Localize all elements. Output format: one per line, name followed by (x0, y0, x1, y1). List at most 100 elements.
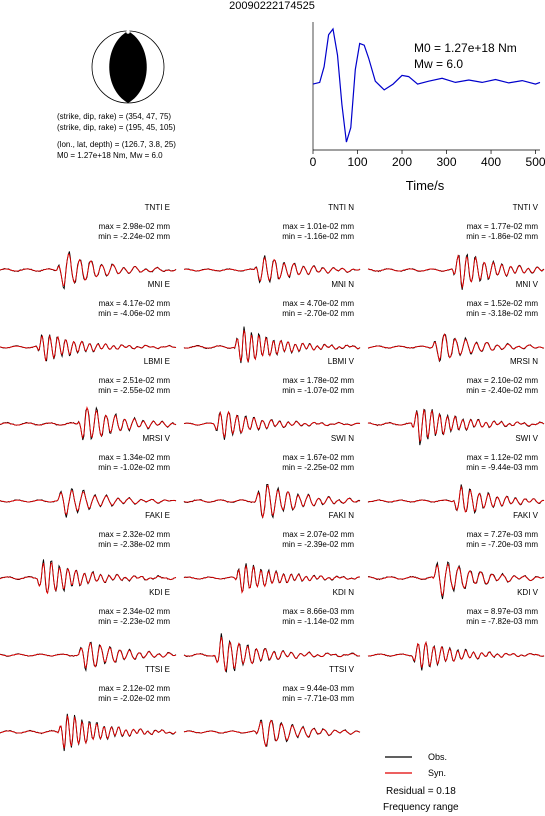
stf-tick-label: 500 (526, 155, 545, 169)
stf-xlabel: Time/s (406, 178, 445, 193)
max-amplitude-label: max = 1.77e-02 mm (467, 222, 539, 231)
mechanism-plane1: (strike, dip, rake) = (354, 47, 75) (57, 112, 171, 121)
min-amplitude-label: min = -2.02e-02 mm (98, 694, 170, 703)
legend-residual: Residual = 0.18 (386, 786, 456, 797)
min-amplitude-label: min = -3.18e-02 mm (466, 309, 538, 318)
max-amplitude-label: max = 9.44e-03 mm (283, 684, 355, 693)
min-amplitude-label: min = -1.16e-02 mm (282, 232, 354, 241)
station-label: TTSI V (329, 665, 355, 674)
station-label: MRSI N (510, 357, 538, 366)
min-amplitude-label: min = -1.14e-02 mm (282, 617, 354, 626)
synthetic-trace (183, 256, 361, 282)
min-amplitude-label: min = -2.40e-02 mm (466, 386, 538, 395)
min-amplitude-label: min = -2.55e-02 mm (98, 386, 170, 395)
synthetic-trace (183, 410, 360, 439)
max-amplitude-label: max = 2.34e-02 mm (99, 607, 171, 616)
station-label: LBMI V (328, 357, 355, 366)
min-amplitude-label: min = -1.02e-02 mm (98, 463, 170, 472)
synthetic-trace (183, 719, 361, 748)
min-amplitude-label: min = -7.71e-03 mm (282, 694, 354, 703)
station-label: TTSI E (145, 665, 170, 674)
stf-tick-label: 100 (347, 155, 367, 169)
event-title: 20090222174525 (229, 0, 315, 12)
synthetic-trace (0, 715, 177, 749)
legend: Obs. Syn. Residual = 0.18 Frequency rang… (383, 752, 459, 813)
max-amplitude-label: max = 2.10e-02 mm (467, 376, 539, 385)
min-amplitude-label: min = -9.44e-03 mm (466, 463, 538, 472)
max-amplitude-label: max = 2.98e-02 mm (99, 222, 171, 231)
station-label: KDI E (149, 588, 170, 597)
synthetic-trace (183, 636, 360, 672)
stf-m0-label: M0 = 1.27e+18 Nm (414, 41, 517, 55)
max-amplitude-label: max = 2.32e-02 mm (99, 530, 171, 539)
station-label: TNTI V (513, 203, 539, 212)
station-label: FAKI V (513, 511, 539, 520)
max-amplitude-label: max = 1.12e-02 mm (467, 453, 539, 462)
station-label: MRSI V (142, 434, 170, 443)
synthetic-trace (183, 330, 361, 363)
station-label: FAKI N (329, 511, 355, 520)
station-label: KDI N (333, 588, 355, 597)
synthetic-trace (367, 485, 545, 513)
max-amplitude-label: max = 1.67e-02 mm (283, 453, 355, 462)
beachball (91, 30, 165, 104)
max-amplitude-label: max = 2.51e-02 mm (99, 376, 171, 385)
station-label: MNI N (331, 280, 354, 289)
max-amplitude-label: max = 4.70e-02 mm (283, 299, 355, 308)
source-time-function-plot: 0 100 200 300 400 500 M0 = 1.27e+18 Nm Mw = 6… (310, 22, 545, 193)
min-amplitude-label: min = -7.20e-03 mm (466, 540, 538, 549)
beachball-compressional-quadrant (109, 31, 147, 103)
min-amplitude-label: min = -2.25e-02 mm (282, 463, 354, 472)
stf-series-line (312, 27, 541, 143)
min-amplitude-label: min = -1.07e-02 mm (282, 386, 354, 395)
min-amplitude-label: min = -7.82e-03 mm (466, 617, 538, 626)
stf-tick-label: 200 (392, 155, 412, 169)
stf-ticks: 0 100 200 300 400 500 (310, 150, 545, 169)
synthetic-trace (368, 563, 545, 597)
synthetic-trace (0, 334, 176, 362)
max-amplitude-label: max = 8.97e-03 mm (467, 607, 539, 616)
synthetic-trace (0, 641, 177, 670)
synthetic-trace (0, 489, 177, 516)
max-amplitude-label: max = 8.66e-03 mm (283, 607, 355, 616)
min-amplitude-label: min = -2.70e-02 mm (282, 309, 354, 318)
p-axis-marker (126, 30, 130, 34)
stf-tick-label: 400 (481, 155, 501, 169)
synthetic-trace (368, 641, 545, 668)
station-label: MNI E (148, 280, 170, 289)
station-label: SWI V (515, 434, 538, 443)
legend-obs-label: Obs. (428, 752, 447, 762)
synthetic-trace (0, 561, 177, 595)
min-amplitude-label: min = -2.24e-02 mm (98, 232, 170, 241)
legend-frequency: Frequency range (383, 802, 459, 813)
mechanism-location: (lon., lat, depth) = (126.7, 3.8, 25) (57, 140, 176, 149)
min-amplitude-label: min = -1.86e-02 mm (466, 232, 538, 241)
max-amplitude-label: max = 7.27e-03 mm (467, 530, 539, 539)
synthetic-trace (367, 409, 545, 442)
synthetic-trace (0, 253, 177, 287)
synthetic-trace (367, 254, 545, 289)
max-amplitude-label: max = 2.12e-02 mm (99, 684, 171, 693)
max-amplitude-label: max = 1.01e-02 mm (283, 222, 355, 231)
synthetic-trace (367, 333, 545, 362)
station-label: LBMI E (144, 357, 170, 366)
min-amplitude-label: min = -2.39e-02 mm (282, 540, 354, 549)
